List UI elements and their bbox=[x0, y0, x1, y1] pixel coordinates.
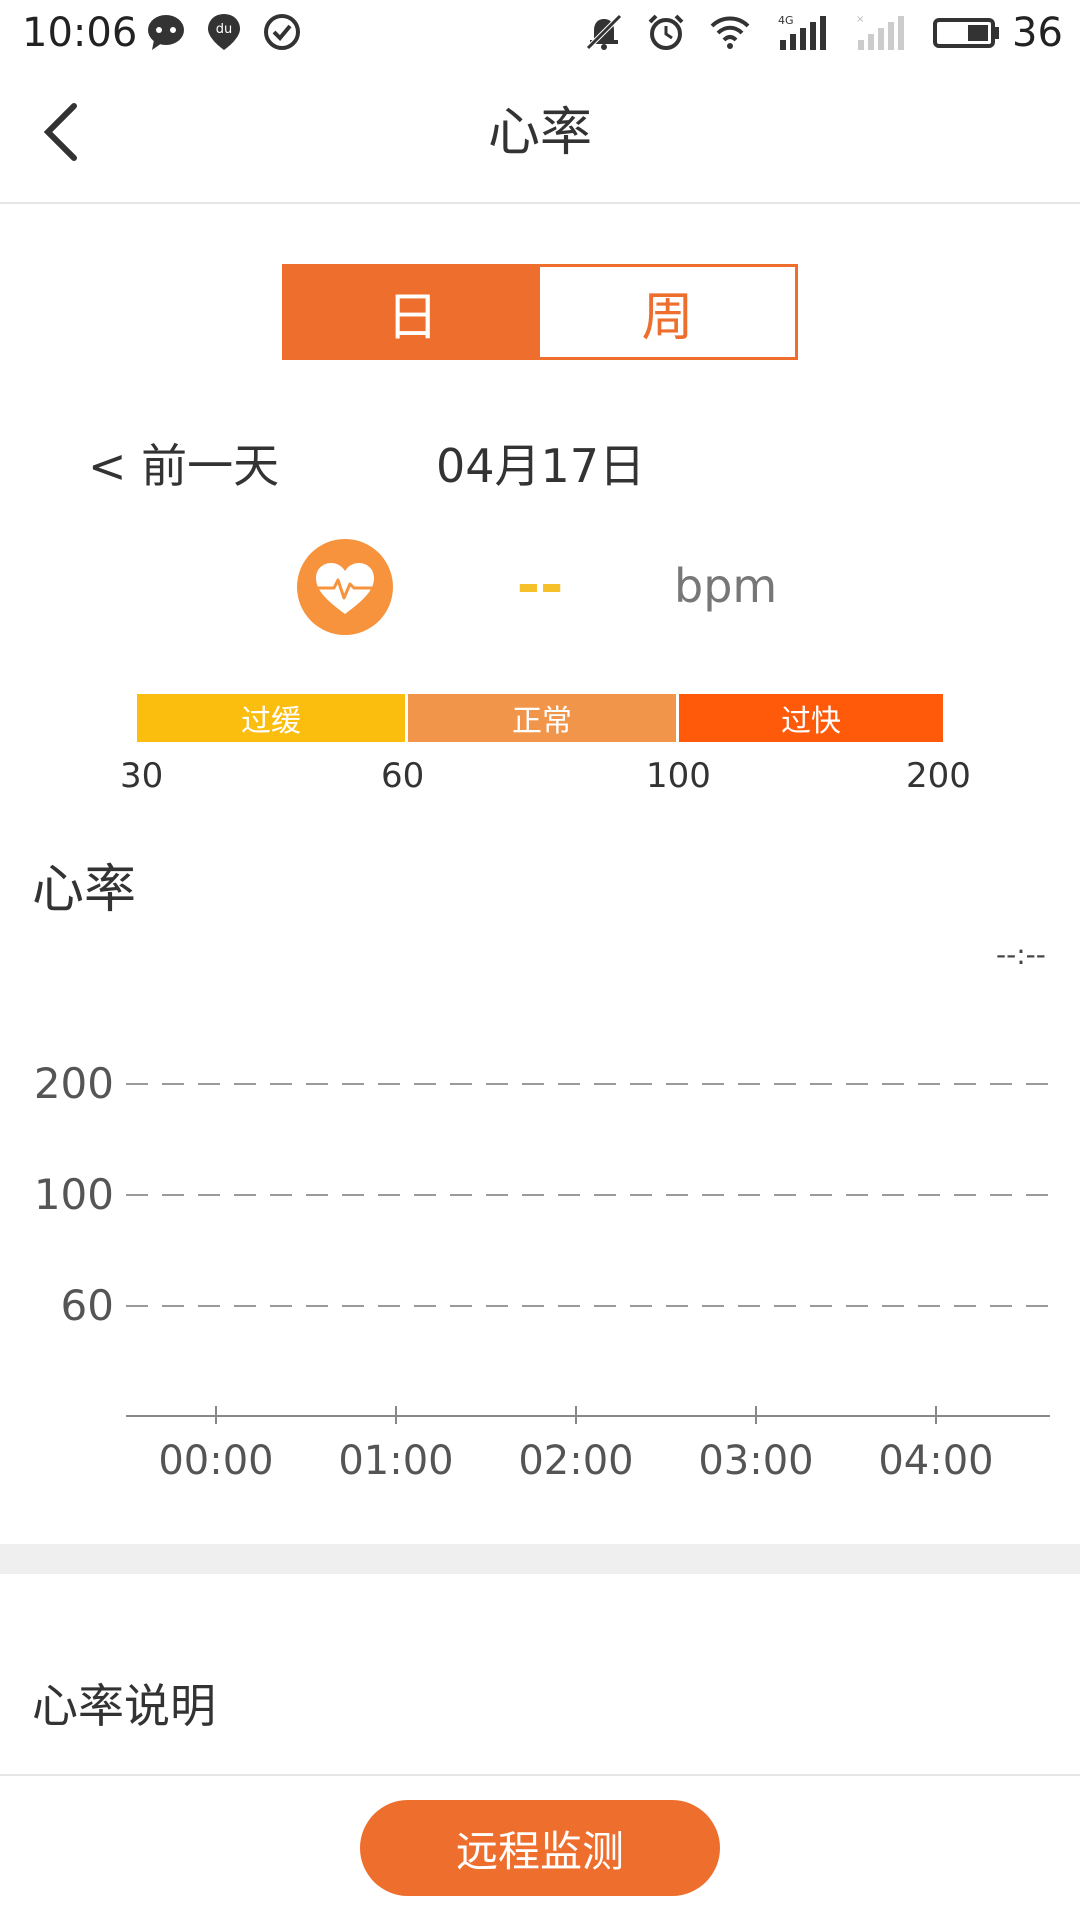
check-circle-icon bbox=[264, 14, 300, 50]
tab-week[interactable]: 周 bbox=[540, 267, 795, 357]
svg-text:du: du bbox=[216, 22, 233, 37]
back-arrow-icon[interactable] bbox=[30, 92, 110, 172]
current-date: 04月17日 bbox=[436, 439, 646, 493]
wifi-icon bbox=[710, 16, 750, 49]
y-tick-label: 60 bbox=[61, 1281, 114, 1330]
x-tick-label: 03:00 bbox=[698, 1438, 813, 1484]
page-title: 心率 bbox=[487, 103, 592, 163]
y-tick-label: 100 bbox=[34, 1170, 114, 1219]
range-tick: 200 bbox=[906, 756, 971, 796]
chart-title: 心率 bbox=[32, 860, 137, 920]
heart-rate-unit: bpm bbox=[674, 559, 778, 613]
tab-day[interactable]: 日 bbox=[285, 267, 540, 357]
alarm-icon bbox=[648, 14, 684, 50]
range-tick: 100 bbox=[646, 756, 711, 796]
section-divider bbox=[0, 1544, 1080, 1574]
x-tick-label: 01:00 bbox=[338, 1438, 453, 1484]
svg-text:×: × bbox=[856, 14, 864, 25]
range-normal: 正常 bbox=[408, 694, 676, 742]
du-location-icon: du bbox=[208, 14, 240, 50]
heart-pulse-icon bbox=[297, 539, 393, 635]
heart-rate-range-bar: 过缓 正常 过快 bbox=[137, 694, 943, 742]
header: 心率 bbox=[0, 66, 1080, 204]
battery-level: 36 bbox=[1012, 10, 1063, 56]
range-fast: 过快 bbox=[679, 694, 943, 742]
range-slow: 过缓 bbox=[137, 694, 405, 742]
time-readout: --:-- bbox=[996, 938, 1046, 971]
svg-text:4G: 4G bbox=[778, 14, 794, 27]
signal-empty-icon: × bbox=[856, 14, 904, 50]
status-bar: 10:06 du 4G × bbox=[0, 0, 1080, 66]
divider bbox=[0, 1774, 1080, 1776]
x-tick-label: 04:00 bbox=[878, 1438, 993, 1484]
x-tick-label: 00:00 bbox=[158, 1438, 273, 1484]
chat-bubble-icon bbox=[148, 15, 184, 50]
period-segmented-control: 日 周 bbox=[282, 264, 798, 360]
heart-rate-info-title[interactable]: 心率说明 bbox=[32, 1679, 216, 1733]
range-tick: 60 bbox=[381, 756, 425, 796]
remote-monitor-button[interactable]: 远程监测 bbox=[360, 1800, 720, 1896]
x-tick-label: 02:00 bbox=[518, 1438, 633, 1484]
mute-bell-icon bbox=[586, 14, 622, 50]
range-tick: 30 bbox=[120, 756, 164, 796]
battery-icon bbox=[933, 18, 999, 48]
heart-rate-value: -- bbox=[516, 553, 564, 618]
signal-4g-icon: 4G bbox=[778, 14, 826, 50]
y-tick-label: 200 bbox=[34, 1059, 114, 1108]
heart-rate-chart: 200 100 60 00:00 01:00 02:00 03:00 04:00 bbox=[34, 1059, 1050, 1484]
status-time: 10:06 bbox=[22, 10, 138, 56]
previous-day-button[interactable]: < 前一天 bbox=[88, 439, 280, 493]
